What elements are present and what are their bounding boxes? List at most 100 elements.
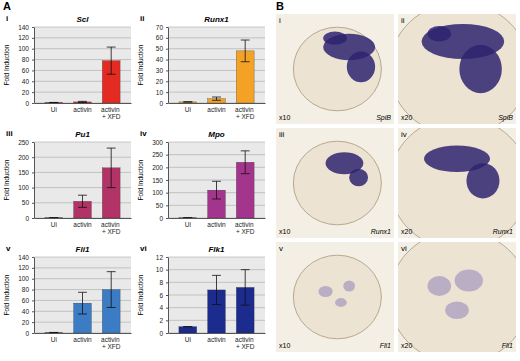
error-bar-cap (49, 217, 58, 218)
axis-line (169, 103, 266, 104)
error-bar (183, 217, 192, 218)
error-bar-cap (107, 74, 116, 75)
grid-line (34, 59, 131, 60)
micrograph-image (276, 14, 394, 124)
y-tick: 0 (159, 215, 168, 222)
micrograph: iiix10Runx1 (276, 128, 394, 238)
y-tick: 100 (152, 189, 168, 196)
axis-line (34, 28, 35, 104)
tick-mark (32, 70, 34, 71)
y-tick: 250 (18, 139, 34, 146)
tissue (398, 128, 516, 238)
panel-label: vi (140, 244, 147, 253)
stain (459, 45, 501, 93)
tick-label-line: + XFD (102, 113, 121, 120)
tick-label-line: activin (235, 221, 255, 228)
error-bar-cap (183, 101, 192, 102)
micrograph: ix10SpiB (276, 14, 394, 124)
y-tick: 60 (156, 34, 168, 41)
tick-label: 140 (18, 24, 29, 31)
tick-mark (166, 27, 168, 28)
tick-mark (166, 193, 168, 194)
error-bar-stem (82, 292, 83, 314)
micrograph-image (398, 14, 516, 124)
magnification: x10 (279, 228, 290, 235)
tick-label: 0 (25, 330, 29, 337)
y-tick: 300 (152, 139, 168, 146)
error-bar-cap (78, 292, 87, 293)
micrograph-image (276, 128, 394, 238)
tick-label: 30 (156, 67, 164, 74)
y-tick: 40 (22, 308, 34, 315)
tick-mark (32, 81, 34, 82)
tick-label: 40 (156, 56, 164, 63)
x-axis: Uiactivinactivin + XFD (35, 218, 132, 235)
y-tick: 10 (156, 89, 168, 96)
y-axis-title: Fold Induction (3, 44, 10, 85)
tick-label: 40 (22, 308, 30, 315)
error-bar-stem (111, 47, 112, 74)
error-bar (212, 275, 221, 304)
gene-label: SpiB (498, 114, 513, 122)
x-tick: activin + XFD (235, 218, 255, 235)
tick-mark (32, 300, 34, 301)
y-axis-title: Fold Induction (3, 274, 10, 315)
tick-label: 50 (156, 202, 164, 209)
y-tick: 0 (25, 215, 34, 222)
y-tick: 0 (159, 100, 168, 107)
error-bar (212, 97, 221, 100)
stain (466, 163, 499, 198)
error-bar (78, 292, 87, 314)
marks (45, 148, 120, 218)
tick-label: activin + XFD (101, 336, 121, 350)
grid-line (34, 37, 131, 38)
y-tick: 4 (159, 304, 168, 311)
tick-label: Ui (51, 221, 57, 228)
y-tick: 10 (156, 266, 168, 273)
tick-mark (32, 157, 34, 158)
error-bar-cap (107, 307, 116, 308)
stain (428, 276, 452, 296)
y-tick: 140 (18, 254, 34, 261)
error-bar-cap (241, 150, 250, 151)
tick-label: Ui (185, 106, 191, 113)
x-axis: Uiactivinactivin + XFD (35, 333, 132, 350)
marks (45, 47, 120, 103)
grid-line (168, 257, 265, 258)
stain (343, 281, 355, 292)
tick-label: 60 (156, 34, 164, 41)
chart: 020406080100120140Uiactivinactivin + XFD… (3, 244, 132, 350)
tick-mark (32, 290, 34, 291)
x-tick: Ui (185, 333, 191, 343)
error-bar-cap (212, 100, 221, 101)
error-bar (241, 40, 250, 62)
tick-mark (32, 279, 34, 280)
tick-label: 150 (18, 169, 29, 176)
tick-label: 0 (159, 215, 163, 222)
axis-line (35, 103, 132, 104)
y-tick: 70 (156, 24, 168, 31)
plot-area: 024681012Uiactivinactivin + XFD (156, 254, 266, 350)
tick-label: 4 (159, 304, 163, 311)
panel-label: iii (6, 129, 13, 138)
bar (179, 217, 197, 218)
error-bar-stem (82, 195, 83, 207)
tissue (398, 14, 516, 124)
tick-label: activin + XFD (235, 221, 255, 235)
chart: 010203040506070Uiactivinactivin + XFDiiR… (137, 14, 266, 120)
y-tick: 20 (156, 78, 168, 85)
marks (179, 270, 254, 333)
error-bar (107, 148, 116, 188)
grid-line (34, 157, 131, 158)
error-bar-cap (183, 326, 192, 327)
stain (318, 286, 332, 297)
tick-label: 100 (18, 275, 29, 282)
axis-line (35, 218, 132, 219)
tick-label: activin (73, 221, 92, 228)
marks (179, 151, 254, 218)
y-tick: 100 (18, 275, 34, 282)
error-bar-cap (183, 101, 192, 102)
tick-mark (166, 320, 168, 321)
tick-label: 60 (22, 67, 30, 74)
micrograph: ivx20Runx1 (389, 117, 520, 250)
